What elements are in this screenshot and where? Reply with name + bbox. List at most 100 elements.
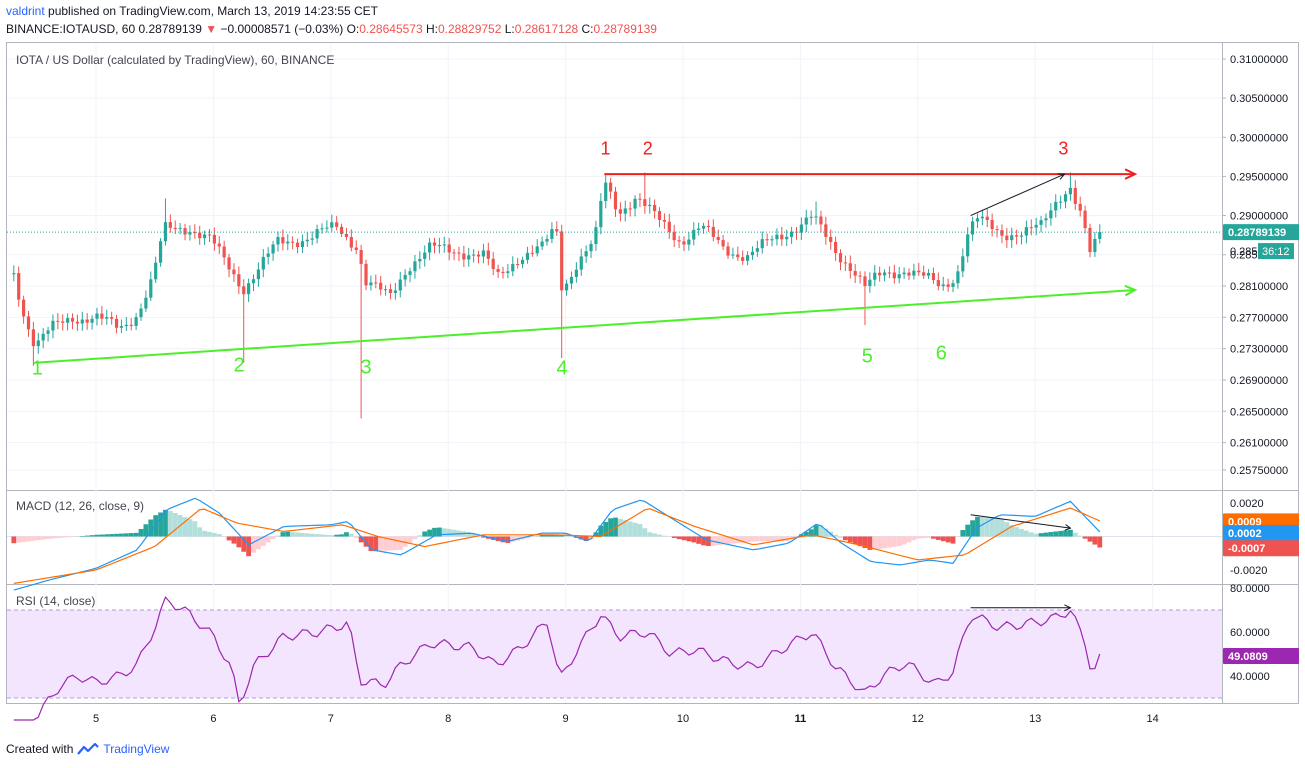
macd-histogram-bar (368, 536, 374, 551)
low-value: 0.28617128 (514, 22, 579, 36)
y-tick-label: 0.26900000 (1230, 375, 1288, 387)
candle-body (472, 254, 476, 256)
y-tick-label: 0.27700000 (1230, 312, 1288, 324)
macd-histogram-bar (99, 534, 105, 537)
macd-histogram-bar (422, 531, 428, 537)
macd-histogram-bar (172, 512, 178, 537)
macd-histogram-bar (857, 536, 863, 547)
author-link[interactable]: valdrint (6, 4, 45, 18)
candle-body (129, 324, 133, 326)
macd-histogram-bar (202, 530, 207, 537)
candle-body (110, 317, 114, 319)
macd-histogram-bar (725, 536, 731, 545)
macd-histogram-bar (163, 509, 168, 537)
candle-body (31, 329, 35, 347)
macd-histogram-bar (114, 533, 119, 537)
candle-body (403, 274, 407, 280)
candle-body (804, 217, 808, 225)
candle-body (17, 273, 21, 300)
candle-body (467, 255, 471, 260)
macd-histogram-bar (774, 536, 780, 542)
macd-histogram-bar (911, 536, 917, 541)
candle-body (305, 239, 309, 242)
candle-body (369, 282, 373, 286)
candle-body (711, 226, 715, 237)
candle-body (525, 252, 530, 260)
candle-body (638, 198, 642, 200)
macd-histogram-bar (226, 536, 232, 541)
candle-body (398, 279, 402, 291)
open-label: O: (346, 22, 360, 36)
macd-histogram-bar (256, 536, 261, 550)
macd-histogram-bar (432, 527, 437, 537)
candle-body (540, 241, 544, 247)
macd-histogram-bar (798, 534, 804, 537)
candle-body (618, 209, 622, 214)
macd-histogram-bar (583, 536, 589, 542)
macd-histogram-bar (803, 531, 809, 537)
candle-body (178, 228, 182, 230)
macd-histogram-bar (344, 532, 349, 537)
candle-body (134, 317, 138, 326)
candle-body (628, 208, 632, 210)
macd-histogram-bar (339, 534, 344, 537)
candle-body (687, 239, 691, 245)
candle-body (511, 264, 515, 272)
macd-histogram-bar (1028, 532, 1034, 537)
candle-body (604, 182, 608, 201)
candle-body (1015, 235, 1019, 237)
candle-body (349, 237, 353, 248)
candle-body (330, 222, 334, 228)
macd-histogram-bar (1092, 536, 1098, 545)
macd-histogram-bar (603, 521, 609, 537)
macd-histogram-bar (11, 536, 17, 544)
macd-histogram-bar (1077, 535, 1083, 537)
candle-body (1054, 201, 1058, 211)
candle-body (154, 262, 158, 280)
x-tick-label: 7 (328, 713, 334, 725)
macd-histogram-bar (647, 532, 653, 537)
macd-pane-title: MACD (12, 26, close, 9) (16, 499, 145, 513)
macd-histogram-bar (627, 521, 633, 537)
candle-body (173, 227, 177, 230)
macd-histogram-bar (153, 515, 159, 537)
candle-body (325, 227, 329, 229)
candle-body (726, 246, 730, 256)
rsi-arrowhead (1064, 604, 1072, 612)
candle-body (237, 274, 241, 287)
macd-histogram-bar (378, 536, 384, 551)
macd-arrowhead (1064, 524, 1072, 531)
macd-histogram-bar (89, 535, 95, 537)
candle-body (912, 270, 916, 276)
macd-histogram-bar (965, 524, 971, 537)
macd-histogram-bar (187, 519, 193, 537)
macd-divergence-arrow (970, 514, 1071, 529)
macd-histogram-bar (852, 536, 858, 545)
macd-histogram-bar (84, 535, 90, 537)
histogram-value-label-bg (1223, 540, 1299, 557)
macd-histogram-bar (887, 536, 892, 548)
macd-histogram-bar (70, 536, 75, 537)
macd-histogram-bar (314, 534, 320, 537)
candle-body (105, 317, 109, 319)
candle-body (379, 282, 383, 290)
macd-histogram-bar (877, 536, 883, 549)
candle-body (648, 204, 652, 207)
candle-body (697, 228, 701, 230)
rsi-pane (13, 595, 1101, 721)
macd-line (13, 497, 1101, 591)
y-tick-label: 0.26500000 (1230, 406, 1288, 418)
candle-body (251, 279, 256, 284)
macd-histogram-bar (16, 536, 22, 543)
candle-body (780, 234, 784, 240)
candle-body (114, 318, 119, 328)
last-price-label-bg (1223, 224, 1299, 241)
macd-histogram-bar (862, 536, 868, 549)
arrowhead-support (1124, 284, 1138, 297)
macd-histogram-bar (617, 518, 623, 537)
macd-histogram-bar (671, 536, 677, 539)
macd-histogram-bar (686, 536, 692, 542)
candle-body (848, 263, 852, 272)
tradingview-link[interactable]: TradingView (103, 742, 170, 756)
